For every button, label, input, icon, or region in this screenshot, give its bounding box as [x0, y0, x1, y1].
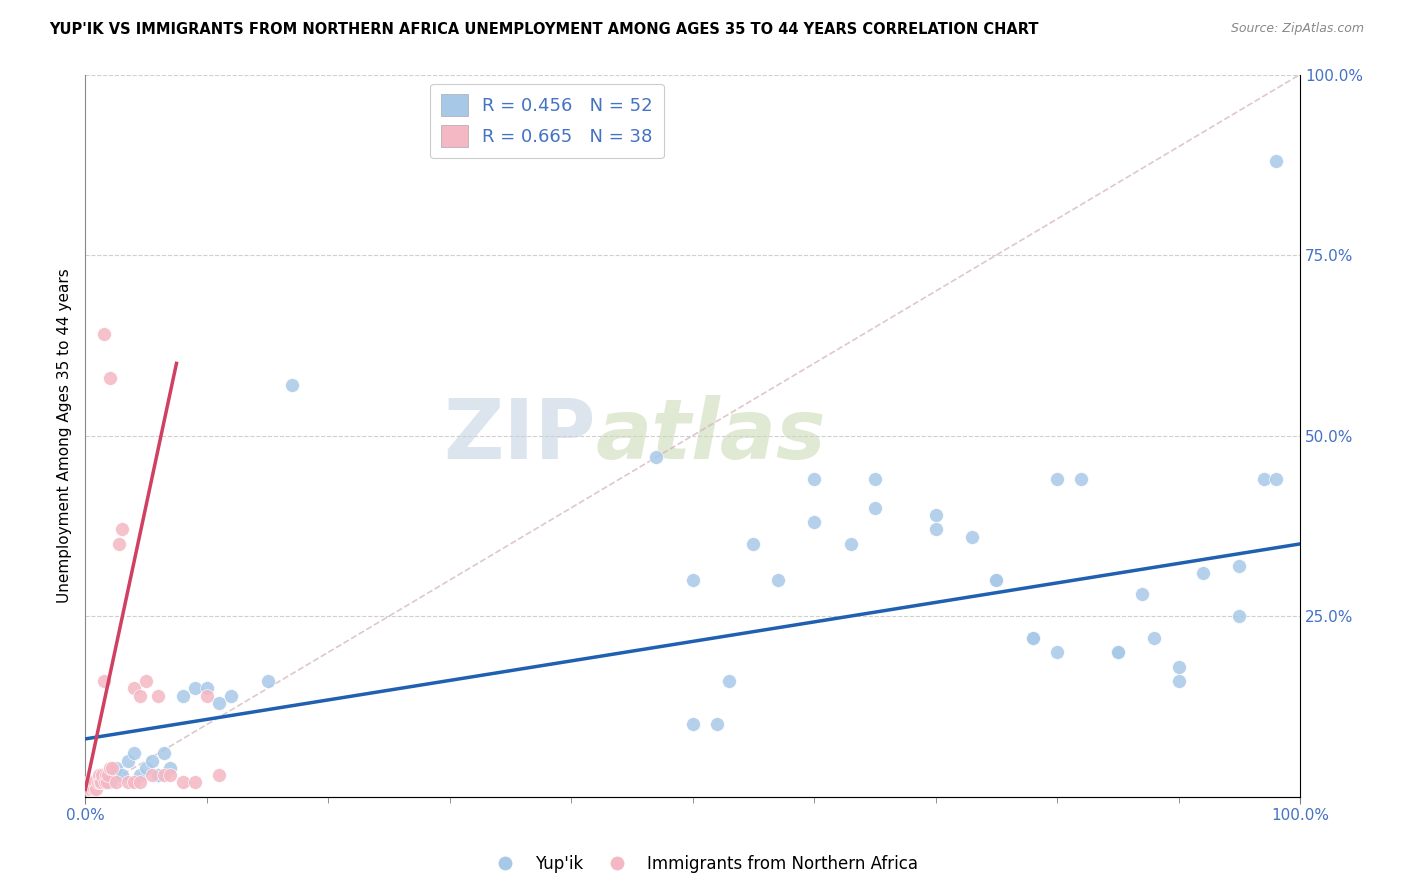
Point: [863, 500, 886, 515]
Text: YUP'IK VS IMMIGRANTS FROM NORTHERN AFRICA UNEMPLOYMENT AMONG AGES 35 TO 44 YEARS: YUP'IK VS IMMIGRANTS FROM NORTHERN AFRIC…: [49, 22, 1039, 37]
Point: [1022, 631, 1045, 645]
Point: [1227, 609, 1250, 624]
Point: [84, 775, 107, 789]
Point: [129, 768, 152, 782]
Point: [1253, 472, 1275, 486]
Point: [183, 681, 205, 696]
Point: [839, 537, 862, 551]
Point: [986, 573, 1008, 587]
Text: Source: ZipAtlas.com: Source: ZipAtlas.com: [1230, 22, 1364, 36]
Point: [153, 747, 176, 761]
Point: [141, 768, 163, 782]
Point: [148, 768, 170, 782]
Point: [84, 782, 107, 797]
Point: [87, 768, 110, 782]
Point: [1022, 631, 1045, 645]
Point: [148, 689, 170, 703]
Point: [1107, 645, 1129, 659]
Point: [986, 573, 1008, 587]
Point: [706, 717, 728, 731]
Point: [1167, 674, 1189, 689]
Point: [1070, 472, 1092, 486]
Point: [94, 775, 117, 789]
Point: [122, 681, 145, 696]
Point: [159, 761, 181, 775]
Point: [1264, 154, 1286, 169]
Point: [80, 775, 103, 789]
Point: [208, 768, 231, 782]
Point: [98, 761, 121, 775]
Point: [98, 775, 121, 789]
Point: [122, 747, 145, 761]
Point: [93, 674, 115, 689]
Point: [924, 508, 946, 522]
Point: [98, 371, 121, 385]
Point: [863, 472, 886, 486]
Point: [86, 775, 108, 789]
Point: [183, 775, 205, 789]
Point: [159, 768, 181, 782]
Point: [172, 775, 194, 789]
Point: [1264, 472, 1286, 486]
Point: [281, 378, 304, 392]
Point: [141, 754, 163, 768]
Point: [1046, 645, 1069, 659]
Point: [682, 573, 704, 587]
Point: [97, 768, 120, 782]
Point: [94, 768, 117, 782]
Point: [803, 515, 825, 529]
Point: [111, 768, 134, 782]
Legend: R = 0.456   N = 52, R = 0.665   N = 38: R = 0.456 N = 52, R = 0.665 N = 38: [430, 84, 664, 158]
Point: [122, 775, 145, 789]
Point: [129, 775, 152, 789]
Point: [1167, 659, 1189, 673]
Point: [195, 681, 218, 696]
Point: [924, 523, 946, 537]
Point: [1192, 566, 1215, 580]
Point: [803, 472, 825, 486]
Point: [82, 775, 104, 789]
Point: [219, 689, 242, 703]
Point: [682, 717, 704, 731]
Point: [1107, 645, 1129, 659]
Point: [153, 768, 176, 782]
Point: [104, 761, 127, 775]
Point: [83, 782, 105, 797]
Point: [960, 530, 983, 544]
Point: [1130, 587, 1153, 601]
Text: ZIP: ZIP: [443, 395, 596, 476]
Point: [96, 775, 118, 789]
Point: [742, 537, 765, 551]
Point: [129, 689, 152, 703]
Point: [135, 761, 157, 775]
Point: [104, 775, 127, 789]
Point: [79, 782, 101, 797]
Legend: Yup'ik, Immigrants from Northern Africa: Yup'ik, Immigrants from Northern Africa: [482, 848, 924, 880]
Point: [208, 696, 231, 710]
Point: [135, 674, 157, 689]
Point: [1046, 472, 1069, 486]
Point: [91, 768, 114, 782]
Point: [89, 775, 111, 789]
Point: [645, 450, 668, 465]
Point: [101, 761, 124, 775]
Text: atlas: atlas: [596, 395, 827, 476]
Y-axis label: Unemployment Among Ages 35 to 44 years: Unemployment Among Ages 35 to 44 years: [58, 268, 72, 603]
Point: [195, 689, 218, 703]
Point: [718, 674, 741, 689]
Point: [256, 674, 278, 689]
Point: [111, 523, 134, 537]
Point: [172, 689, 194, 703]
Point: [766, 573, 789, 587]
Point: [77, 775, 100, 789]
Point: [93, 327, 115, 342]
Point: [90, 775, 112, 789]
Point: [117, 775, 139, 789]
Point: [1143, 631, 1166, 645]
Point: [1227, 558, 1250, 573]
Point: [108, 537, 131, 551]
Point: [117, 754, 139, 768]
